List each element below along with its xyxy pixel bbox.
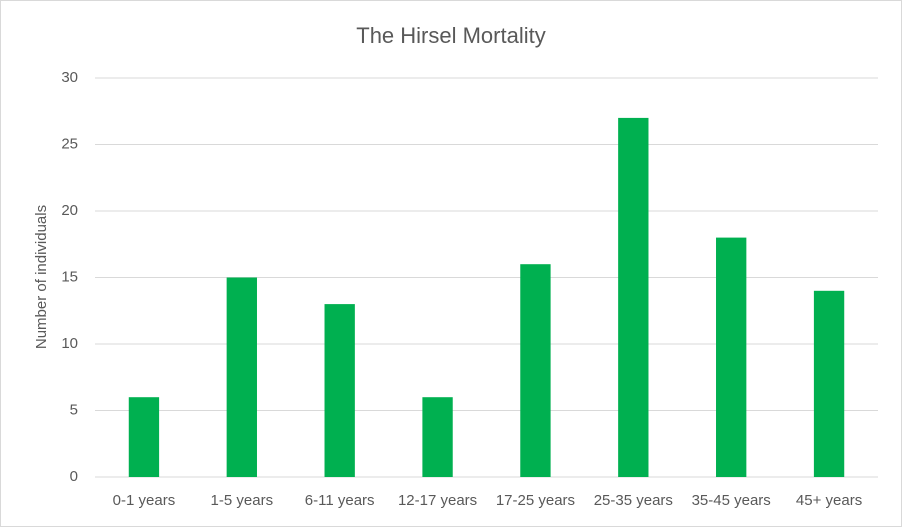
bar <box>226 277 257 477</box>
x-tick-label: 45+ years <box>796 492 862 509</box>
y-axis-label: Number of individuals <box>33 205 50 349</box>
x-tick-label: 6-11 years <box>305 492 375 509</box>
x-tick-label: 17-25 years <box>496 492 575 509</box>
chart-title: The Hirsel Mortality <box>356 23 545 48</box>
x-tick-label: 35-45 years <box>692 492 771 509</box>
bar <box>520 264 551 477</box>
bar <box>324 304 355 477</box>
y-tick-label: 10 <box>61 335 78 352</box>
bar <box>422 397 453 477</box>
bar <box>618 117 649 478</box>
bar <box>128 397 160 477</box>
bar <box>716 237 747 477</box>
bar <box>813 290 845 477</box>
y-tick-label: 15 <box>61 268 78 285</box>
x-tick-label: 0-1 years <box>113 492 176 509</box>
y-tick-label: 25 <box>61 135 78 152</box>
y-tick-label: 5 <box>70 401 78 418</box>
x-tick-label: 25-35 years <box>594 492 673 509</box>
y-tick-label: 20 <box>61 202 78 219</box>
x-tick-label: 12-17 years <box>398 492 477 509</box>
y-tick-label: 0 <box>70 468 78 485</box>
x-tick-label: 1-5 years <box>211 492 274 509</box>
y-tick-label: 30 <box>61 69 78 86</box>
